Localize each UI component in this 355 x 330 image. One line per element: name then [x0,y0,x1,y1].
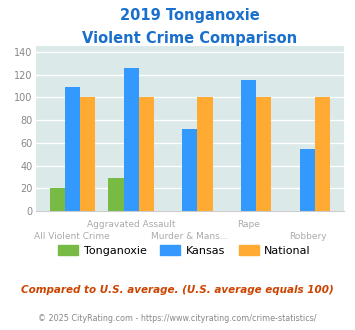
Legend: Tonganoxie, Kansas, National: Tonganoxie, Kansas, National [54,241,315,260]
Bar [65,87,80,211]
Bar [138,97,154,211]
Text: 2019 Tonganoxie: 2019 Tonganoxie [120,8,260,23]
Bar [182,129,197,211]
Bar [80,97,95,211]
Text: Rape: Rape [237,220,260,229]
Text: All Violent Crime: All Violent Crime [34,232,110,241]
Bar [300,148,315,211]
Bar [315,97,330,211]
Text: © 2025 CityRating.com - https://www.cityrating.com/crime-statistics/: © 2025 CityRating.com - https://www.city… [38,314,317,323]
Bar [241,80,256,211]
Text: Violent Crime Comparison: Violent Crime Comparison [82,31,297,46]
Text: Murder & Mans...: Murder & Mans... [151,232,229,241]
Bar [197,97,213,211]
Bar [50,188,65,211]
Bar [124,68,138,211]
Text: Robbery: Robbery [289,232,327,241]
Bar [108,178,124,211]
Bar [256,97,272,211]
Text: Aggravated Assault: Aggravated Assault [87,220,175,229]
Text: Compared to U.S. average. (U.S. average equals 100): Compared to U.S. average. (U.S. average … [21,285,334,295]
